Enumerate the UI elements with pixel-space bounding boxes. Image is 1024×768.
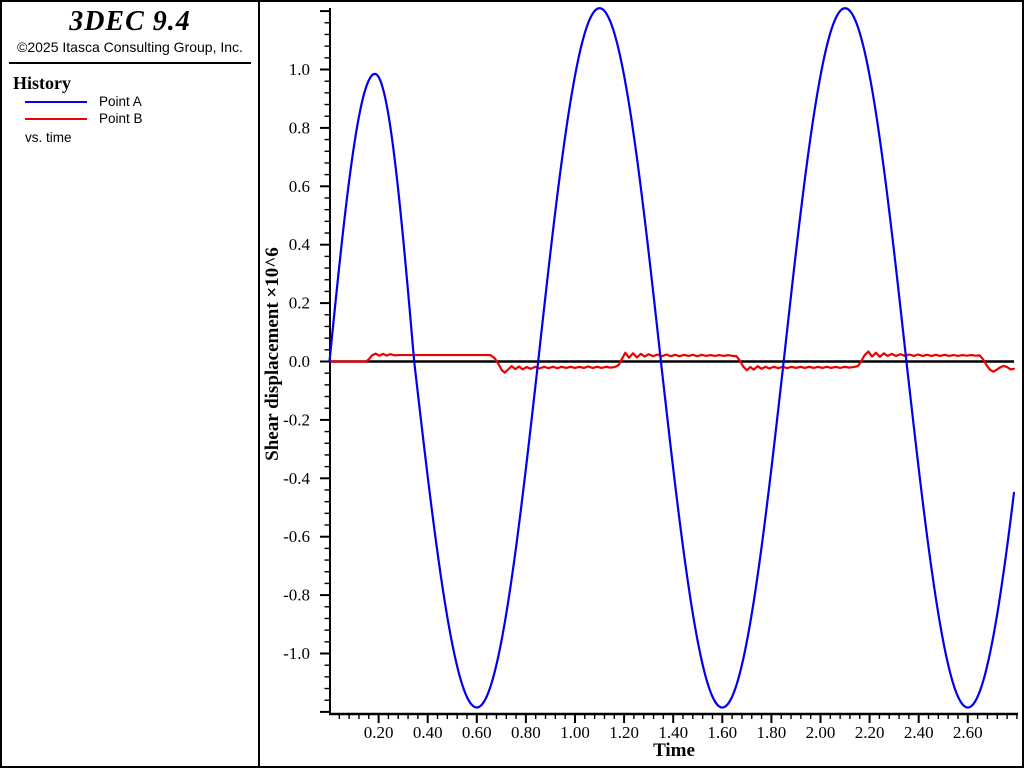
sidebar-rule	[9, 62, 251, 64]
axes	[329, 8, 1018, 716]
x-tick-label: 0.60	[462, 723, 492, 742]
y-tick-label: 0.2	[289, 294, 310, 313]
legend-item-point-a: Point A	[2, 94, 258, 111]
x-tick-label: 1.80	[757, 723, 787, 742]
series-point-a	[328, 7, 1016, 709]
history-section-title: History	[13, 73, 71, 93]
legend-item-point-b: Point B	[2, 111, 258, 128]
x-tick-label: 0.40	[413, 723, 443, 742]
x-tick-label: 0.80	[511, 723, 541, 742]
y-tick-label: 0.8	[289, 118, 310, 137]
point-a-label: Point A	[99, 94, 142, 109]
axis-labels: 0.20 0.40 0.60 0.80 1.00 1.20 1.40 1.60 1.80 2.00…	[262, 60, 983, 761]
y-tick-label: -1.0	[283, 644, 310, 663]
x-tick-label: 2.40	[904, 723, 934, 742]
series-point-b	[328, 350, 1016, 374]
sidebar-divider	[258, 2, 260, 766]
x-axis-title: Time	[653, 740, 695, 761]
x-tick-label: 2.00	[806, 723, 836, 742]
x-tick-label: 0.20	[364, 723, 394, 742]
y-tick-label: -0.2	[283, 410, 310, 429]
axis-ticks	[320, 10, 1018, 723]
history-legend: Point A Point B vs. time	[2, 94, 258, 145]
x-tick-label: 2.60	[953, 723, 983, 742]
series-lines	[328, 7, 1016, 709]
point-a-line-swatch	[25, 101, 87, 103]
y-tick-label: 1.0	[289, 60, 310, 79]
app-title: 3DEC 9.4	[69, 6, 191, 37]
y-tick-label: 0.6	[289, 177, 310, 196]
x-tick-label: 1.60	[707, 723, 737, 742]
x-tick-label: 1.20	[609, 723, 639, 742]
y-tick-label: -0.8	[283, 586, 310, 605]
sidebar: 3DEC 9.4 ©2025 Itasca Consulting Group, …	[2, 2, 258, 766]
point-b-line-swatch	[25, 118, 87, 120]
copyright-text: ©2025 Itasca Consulting Group, Inc.	[17, 39, 243, 55]
point-b-label: Point B	[99, 111, 143, 126]
x-tick-label: 2.20	[855, 723, 885, 742]
y-tick-label: 0.0	[289, 352, 310, 371]
history-subtitle: vs. time	[25, 130, 72, 145]
y-axis-title: Shear displacement ×10^6	[262, 247, 283, 461]
y-tick-label: 0.4	[289, 235, 311, 254]
y-tick-label: -0.6	[283, 527, 310, 546]
x-tick-label: 1.00	[560, 723, 590, 742]
y-tick-label: -0.4	[283, 469, 310, 488]
x-tick-label: 1.40	[658, 723, 688, 742]
